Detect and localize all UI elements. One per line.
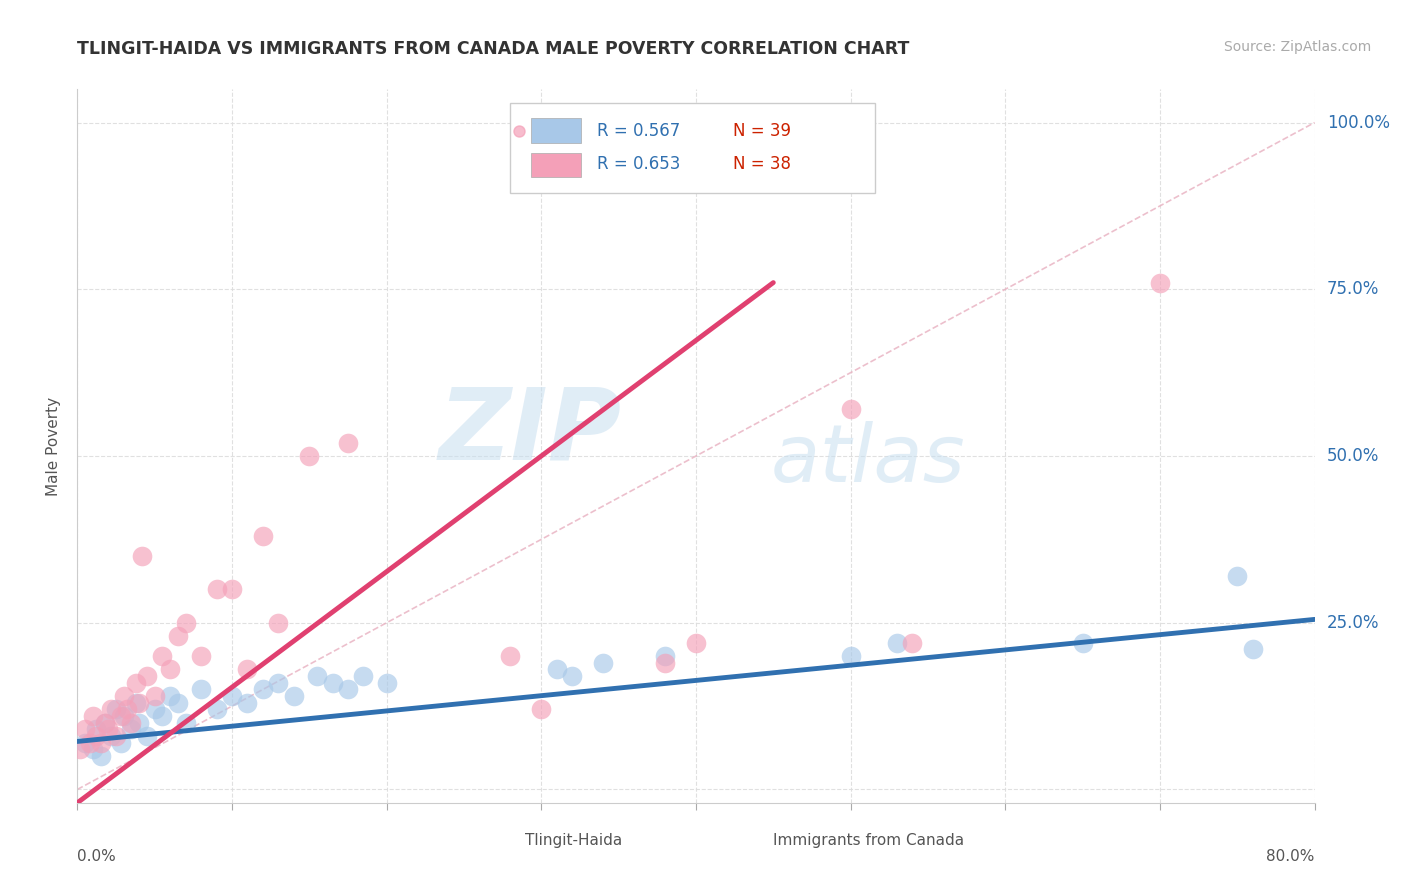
Point [90, 749, 111, 764]
Point [252, 529, 274, 543]
Point [167, 629, 190, 643]
Point [221, 689, 243, 703]
Point [267, 615, 290, 630]
Point [143, 689, 166, 703]
Point [337, 435, 360, 450]
Point [1149, 276, 1171, 290]
Point [100, 729, 122, 743]
Point [561, 669, 583, 683]
Text: R = 0.653: R = 0.653 [598, 155, 681, 173]
Point [97, 723, 120, 737]
Point [82, 709, 104, 723]
Point [125, 696, 148, 710]
Point [592, 656, 614, 670]
Text: 25.0%: 25.0% [1327, 614, 1379, 632]
Point [221, 582, 243, 597]
Text: atlas: atlas [770, 421, 965, 500]
Point [298, 449, 321, 463]
Point [112, 709, 135, 723]
Point [352, 669, 374, 683]
Text: 80.0%: 80.0% [1267, 849, 1315, 864]
Text: Immigrants from Canada: Immigrants from Canada [773, 833, 963, 848]
Point [205, 582, 228, 597]
Y-axis label: Male Poverty: Male Poverty [46, 396, 62, 496]
Point [252, 682, 274, 697]
Point [84, 723, 107, 737]
Point [375, 675, 398, 690]
Text: N = 39: N = 39 [733, 121, 792, 139]
Point [69, 742, 91, 756]
Point [283, 689, 305, 703]
Point [839, 402, 862, 417]
Point [267, 675, 290, 690]
Point [121, 715, 143, 730]
Point [499, 649, 522, 664]
Text: TLINGIT-HAIDA VS IMMIGRANTS FROM CANADA MALE POVERTY CORRELATION CHART: TLINGIT-HAIDA VS IMMIGRANTS FROM CANADA … [77, 40, 910, 58]
Point [839, 649, 862, 664]
Point [136, 669, 159, 683]
Point [94, 715, 117, 730]
Point [685, 636, 707, 650]
Point [152, 649, 174, 664]
Point [1241, 642, 1264, 657]
FancyBboxPatch shape [531, 153, 581, 177]
Point [75, 723, 96, 737]
FancyBboxPatch shape [531, 119, 581, 143]
Point [128, 696, 150, 710]
Point [901, 636, 924, 650]
Point [546, 662, 568, 676]
Text: 100.0%: 100.0% [1327, 113, 1391, 131]
Point [152, 709, 174, 723]
Text: R = 0.567: R = 0.567 [598, 121, 681, 139]
Point [236, 696, 259, 710]
Point [190, 682, 212, 697]
Point [128, 715, 150, 730]
Point [530, 702, 553, 716]
Text: Source: ZipAtlas.com: Source: ZipAtlas.com [1223, 40, 1371, 54]
Point [110, 736, 132, 750]
Text: Tlingit-Haida: Tlingit-Haida [526, 833, 623, 848]
Point [167, 696, 190, 710]
Point [174, 615, 197, 630]
Point [654, 649, 676, 664]
FancyBboxPatch shape [510, 103, 876, 193]
Text: 75.0%: 75.0% [1327, 280, 1379, 298]
Point [190, 649, 212, 664]
Point [79, 736, 101, 750]
Point [1071, 636, 1094, 650]
Point [84, 729, 107, 743]
Point [121, 723, 143, 737]
Text: ZIP: ZIP [439, 384, 621, 480]
Point [143, 702, 166, 716]
Point [205, 702, 228, 716]
Point [654, 656, 676, 670]
Point [236, 662, 259, 676]
Point [886, 636, 908, 650]
Text: 0.0%: 0.0% [77, 849, 117, 864]
Point [125, 675, 148, 690]
Point [307, 669, 329, 683]
Point [112, 689, 135, 703]
Point [136, 729, 159, 743]
Text: N = 38: N = 38 [733, 155, 792, 173]
Point [159, 662, 181, 676]
Point [1226, 569, 1249, 583]
FancyBboxPatch shape [485, 833, 516, 849]
Point [337, 682, 360, 697]
Point [90, 736, 111, 750]
Point [115, 702, 138, 716]
Point [105, 729, 127, 743]
Point [100, 702, 122, 716]
Point [159, 689, 181, 703]
Point [105, 702, 127, 716]
Point [110, 709, 132, 723]
Point [75, 736, 96, 750]
FancyBboxPatch shape [733, 833, 763, 849]
Point [82, 742, 104, 756]
Point [131, 549, 153, 563]
Point [322, 675, 344, 690]
Point [94, 715, 117, 730]
Point [174, 715, 197, 730]
Text: 50.0%: 50.0% [1327, 447, 1379, 465]
